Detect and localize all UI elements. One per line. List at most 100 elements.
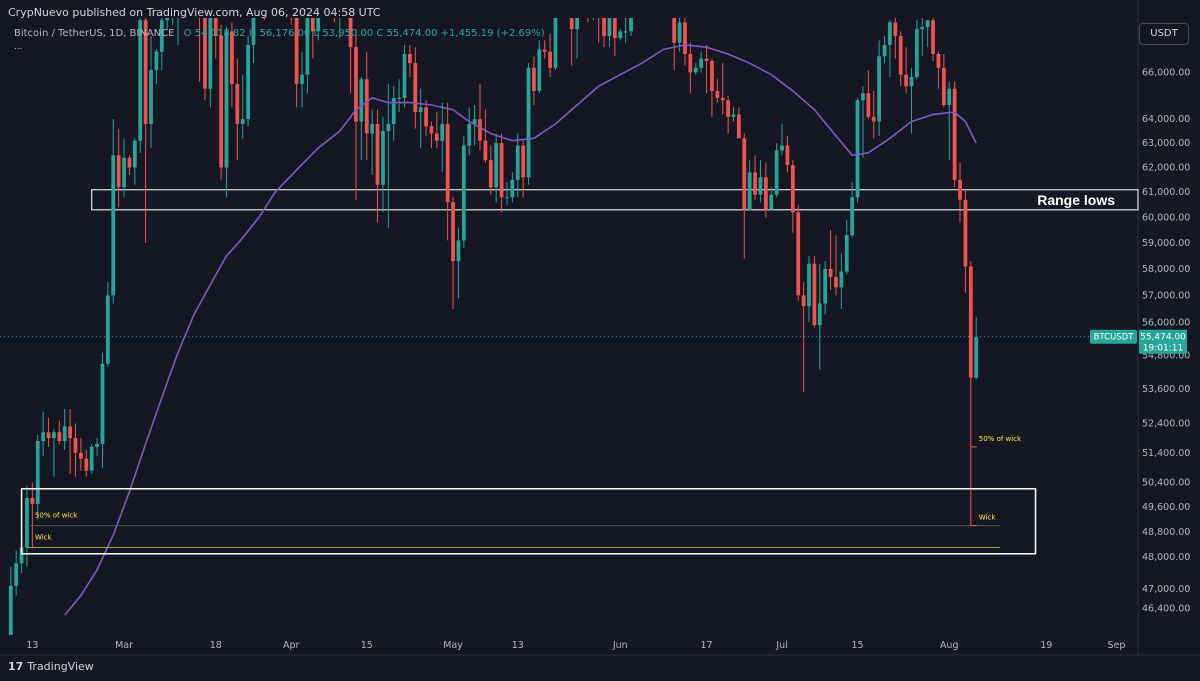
candle-body <box>688 54 693 73</box>
candle-body <box>440 123 445 141</box>
candle-body <box>52 432 56 439</box>
candle-body <box>111 155 116 296</box>
candle-body <box>105 295 110 364</box>
candle-body <box>510 179 515 198</box>
candle-body <box>526 67 531 178</box>
y-tick-label: 60,000.00 <box>1142 212 1190 223</box>
y-tick-label: 54,800.00 <box>1142 350 1190 361</box>
candle-body <box>677 22 682 43</box>
candle-body <box>46 432 51 439</box>
candle-body <box>176 0 180 5</box>
candle-body <box>499 143 504 198</box>
candle-body <box>758 177 763 195</box>
publisher-header: CrypNuevo published on TradingView.com, … <box>8 6 381 19</box>
candle-body <box>785 145 790 166</box>
candle-body <box>586 0 590 16</box>
candle-body <box>4 645 8 679</box>
x-tick-label: 15 <box>361 640 373 651</box>
range-lows-label: Range lows <box>1037 192 1115 208</box>
candle-body <box>720 97 725 101</box>
candle-body <box>925 20 930 27</box>
candle-body <box>672 18 677 43</box>
candle-body <box>597 0 601 18</box>
y-tick-label: 57,000.00 <box>1142 290 1190 301</box>
candle-body <box>532 67 536 91</box>
currency-button[interactable]: USDT <box>1139 23 1189 45</box>
countdown-label: 19:01:11 <box>1143 344 1183 354</box>
candle-body <box>413 63 418 113</box>
candle-body <box>25 497 29 548</box>
candle-body <box>8 585 13 635</box>
candle-body <box>710 60 714 91</box>
more-icon[interactable]: ... <box>14 41 23 52</box>
candle-body <box>877 56 882 122</box>
candle-body <box>397 97 401 99</box>
candle-body <box>375 123 380 185</box>
tradingview-logo-icon: 17 <box>8 660 24 673</box>
candle-body <box>310 18 315 32</box>
candle-body <box>84 458 89 471</box>
candle-body <box>774 150 779 195</box>
candle-body <box>952 88 957 180</box>
candle-body <box>882 44 887 57</box>
candle-body <box>408 54 412 64</box>
candle-body <box>333 0 337 3</box>
candle-body <box>456 240 461 262</box>
candle-body <box>801 295 806 307</box>
candle-body <box>699 58 704 68</box>
candle-body <box>230 31 234 84</box>
candle-body <box>817 303 822 326</box>
y-tick-label: 50,400.00 <box>1142 478 1190 489</box>
candle-body <box>936 54 941 68</box>
y-tick-label: 53,600.00 <box>1142 384 1190 395</box>
last-price-badge-bg <box>1139 329 1187 354</box>
candle-body <box>434 133 439 141</box>
candle-body <box>521 145 526 178</box>
tradingview-logo-text: TradingView <box>27 660 94 673</box>
candle-body <box>888 22 892 45</box>
y-tick-label: 48,000.00 <box>1142 552 1190 563</box>
candle-body <box>348 18 353 48</box>
x-tick-label: Jul <box>775 640 787 651</box>
y-tick-label: 64,000.00 <box>1142 114 1190 125</box>
y-tick-label: 47,000.00 <box>1142 584 1190 595</box>
candle-body <box>100 363 105 444</box>
candle-body <box>41 432 46 442</box>
x-tick-label: 13 <box>26 640 38 651</box>
y-tick-label: 58,000.00 <box>1142 264 1190 275</box>
candle-body <box>828 268 833 277</box>
candle-body <box>235 83 240 124</box>
candle-body <box>424 107 428 127</box>
candle-body <box>780 145 784 151</box>
candle-body <box>429 126 434 134</box>
candle-body <box>834 276 838 288</box>
symbol-name: Bitcoin / TetherUS, 1D, BINANCE <box>14 28 175 39</box>
x-tick-label: 17 <box>700 640 712 651</box>
candle-body <box>246 44 250 120</box>
candle-body <box>68 426 73 439</box>
candle-body <box>763 177 768 210</box>
candle-body <box>898 35 903 75</box>
candle-body <box>143 20 148 124</box>
candle-body <box>132 140 137 168</box>
candle-body <box>612 18 617 39</box>
candle-body <box>14 563 19 586</box>
candle-body <box>812 263 817 326</box>
candle-body <box>855 100 860 198</box>
candle-body <box>947 88 952 105</box>
candle-body <box>742 138 747 210</box>
candle-body <box>359 79 364 122</box>
candle-body <box>268 0 272 5</box>
candle-body <box>89 446 94 471</box>
candle-body <box>958 179 962 200</box>
candle-body <box>581 0 585 16</box>
tradingview-logo: 17 TradingView <box>8 660 94 673</box>
symbol-legend[interactable]: Bitcoin / TetherUS, 1D, BINANCE O 54,018… <box>14 28 545 39</box>
x-tick-label: 15 <box>851 640 863 651</box>
candle-body <box>30 497 35 504</box>
candle-body <box>747 172 752 210</box>
candle-body <box>607 18 612 36</box>
candle-body <box>262 0 266 5</box>
candle-body <box>483 140 488 161</box>
